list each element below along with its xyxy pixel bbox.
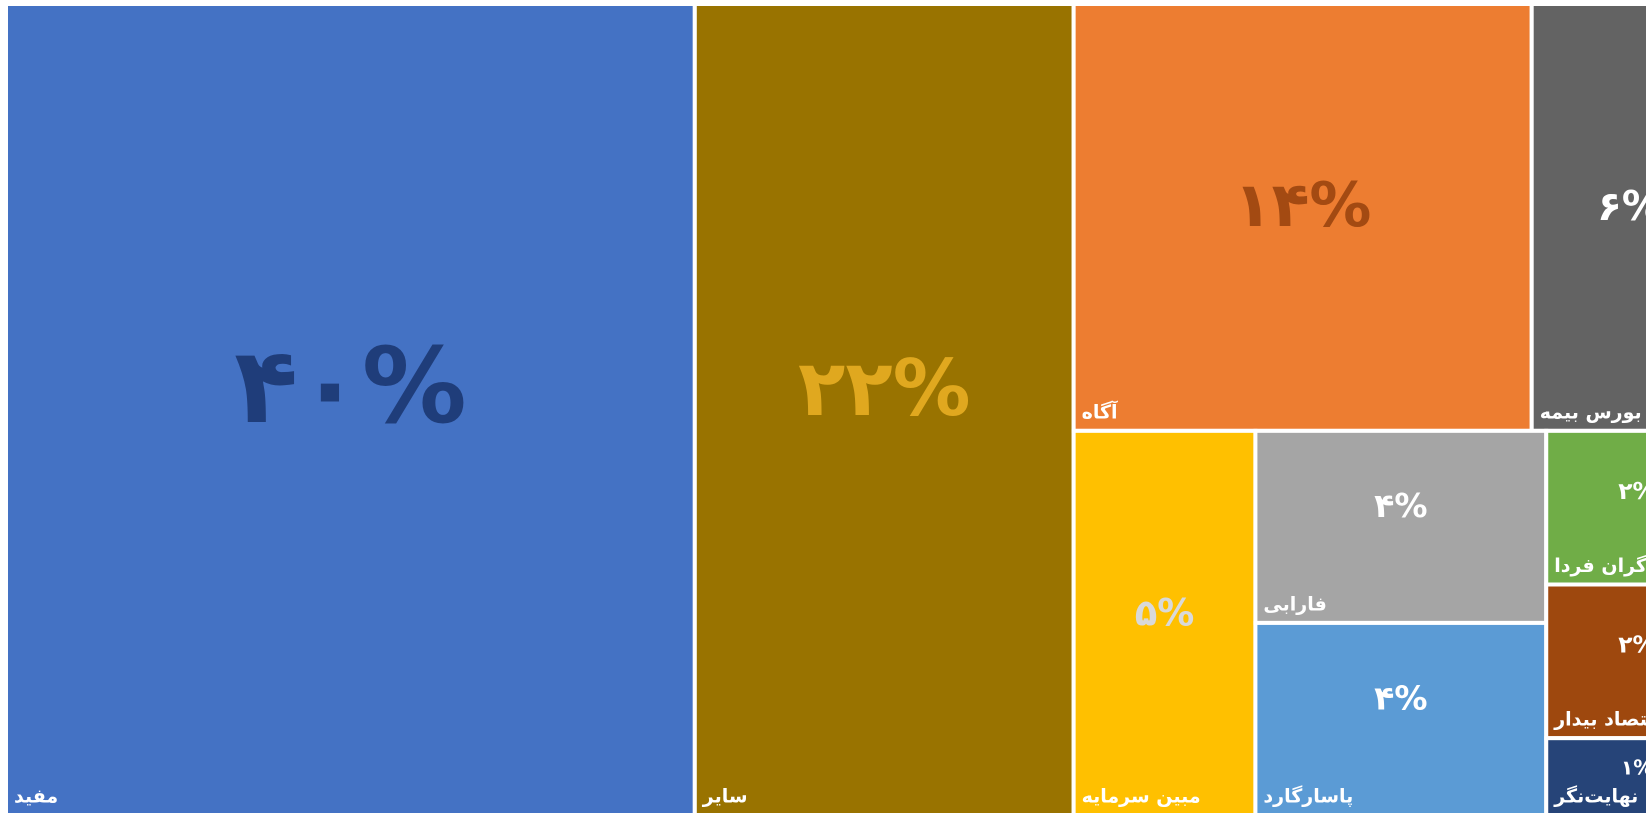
value-label: ۶% [1597, 182, 1646, 230]
tile [1544, 736, 1646, 815]
category-label: بورس بیمه [1540, 401, 1642, 423]
tile [1071, 428, 1258, 815]
category-label: نهایت‌نگر [1553, 785, 1638, 808]
value-label: ۲۲% [798, 344, 970, 434]
category-label: فارابی [1263, 593, 1326, 615]
category-label: مبین سرمایه [1082, 786, 1201, 808]
category-label: آگاه [1082, 399, 1118, 423]
tile [4, 2, 697, 815]
category-label: سایر [702, 786, 748, 808]
tile [1544, 428, 1646, 587]
category-label: مفید [14, 786, 58, 808]
value-label: ۵% [1135, 592, 1195, 635]
category-label: تدبیرگران فردا [1554, 554, 1646, 577]
tile [692, 2, 1076, 815]
category-label: پاسارگارد [1263, 785, 1353, 808]
tile [1071, 2, 1534, 433]
value-label: ۲% [1618, 630, 1646, 658]
value-label: ۴% [1374, 486, 1427, 525]
value-label: ۴% [1374, 678, 1427, 717]
value-label: ۱۴% [1234, 169, 1372, 241]
tile [1253, 620, 1549, 815]
value-label: ۴۰% [234, 325, 467, 447]
category-label: اقتصاد بیدار [1553, 709, 1646, 731]
value-label: ۱% [1621, 755, 1646, 779]
value-label: ۲% [1618, 477, 1646, 505]
tile [1529, 2, 1646, 433]
